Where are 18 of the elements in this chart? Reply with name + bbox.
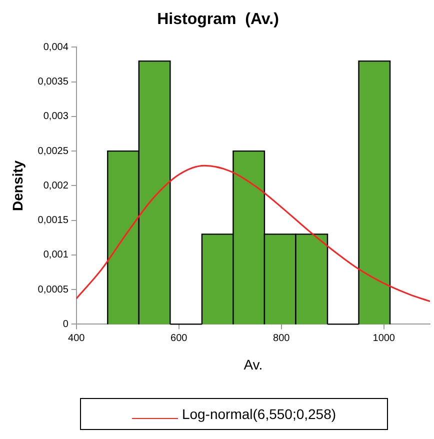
- y-tick-label: 0,004: [43, 42, 69, 53]
- chart-title: Histogram (Av.): [157, 11, 279, 28]
- y-tick-label: 0,003: [43, 111, 69, 122]
- x-tick-label: 400: [68, 332, 86, 344]
- y-tick-label: 0,002: [43, 180, 69, 192]
- y-tick-label: 0,001: [43, 250, 69, 261]
- legend-label: Log-normal(6,550;0,258): [182, 406, 336, 422]
- y-tick-label: 0,0035: [38, 76, 69, 88]
- y-tick-label: 0,0015: [38, 215, 69, 226]
- x-tick-label: 600: [170, 332, 188, 344]
- x-tick-label: 800: [273, 332, 290, 344]
- y-tick-label: 0: [62, 318, 69, 330]
- y-tick-label: 0,0025: [38, 146, 69, 157]
- line-series: [76, 164, 430, 302]
- y-axis-title: Density: [9, 160, 26, 211]
- x-axis-title: Av.: [244, 356, 263, 372]
- x-tick-label: 1000: [372, 332, 396, 344]
- y-tick-label: 0,0005: [38, 284, 69, 296]
